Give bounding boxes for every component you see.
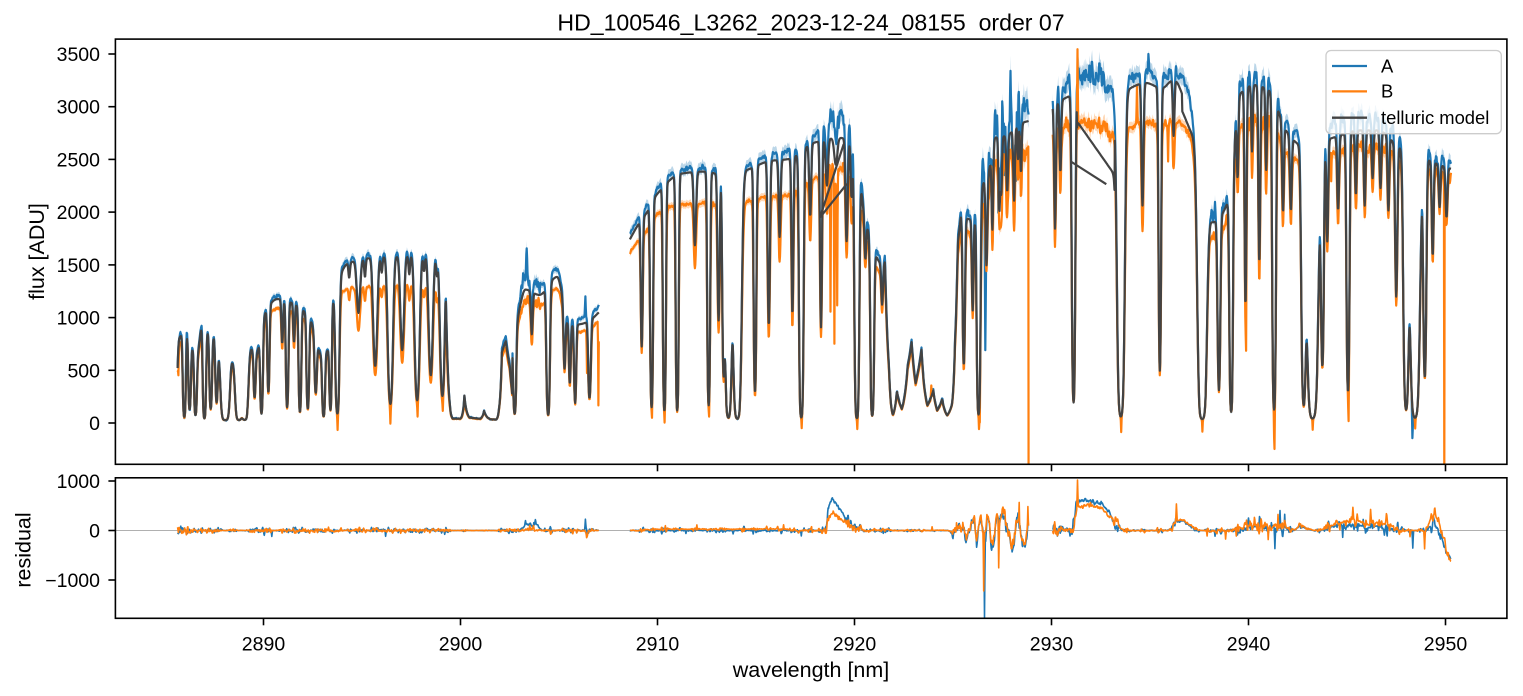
svg-text:2920: 2920 — [833, 634, 877, 656]
svg-text:1000: 1000 — [57, 308, 101, 330]
svg-text:2890: 2890 — [242, 634, 286, 656]
svg-text:2910: 2910 — [636, 634, 680, 656]
svg-text:HD_100546_L3262_2023-12-24_081: HD_100546_L3262_2023-12-24_08155 order 0… — [557, 10, 1064, 36]
svg-text:1000: 1000 — [57, 471, 101, 493]
svg-text:1500: 1500 — [57, 255, 101, 277]
svg-text:500: 500 — [67, 360, 100, 382]
svg-text:2940: 2940 — [1227, 634, 1271, 656]
svg-text:wavelength [nm]: wavelength [nm] — [732, 658, 890, 682]
svg-text:telluric model: telluric model — [1381, 107, 1489, 128]
svg-text:flux [ADU]: flux [ADU] — [25, 203, 49, 300]
svg-text:2930: 2930 — [1030, 634, 1074, 656]
svg-text:2000: 2000 — [57, 202, 101, 224]
svg-text:B: B — [1381, 81, 1393, 102]
svg-text:3000: 3000 — [57, 97, 101, 119]
svg-text:−1000: −1000 — [45, 570, 100, 592]
svg-text:0: 0 — [89, 413, 100, 435]
svg-text:A: A — [1381, 55, 1394, 76]
svg-text:2500: 2500 — [57, 149, 101, 171]
svg-text:2900: 2900 — [439, 634, 483, 656]
svg-text:2950: 2950 — [1424, 634, 1468, 656]
svg-text:0: 0 — [89, 521, 100, 543]
svg-text:residual: residual — [12, 512, 36, 587]
svg-text:3500: 3500 — [57, 44, 101, 66]
